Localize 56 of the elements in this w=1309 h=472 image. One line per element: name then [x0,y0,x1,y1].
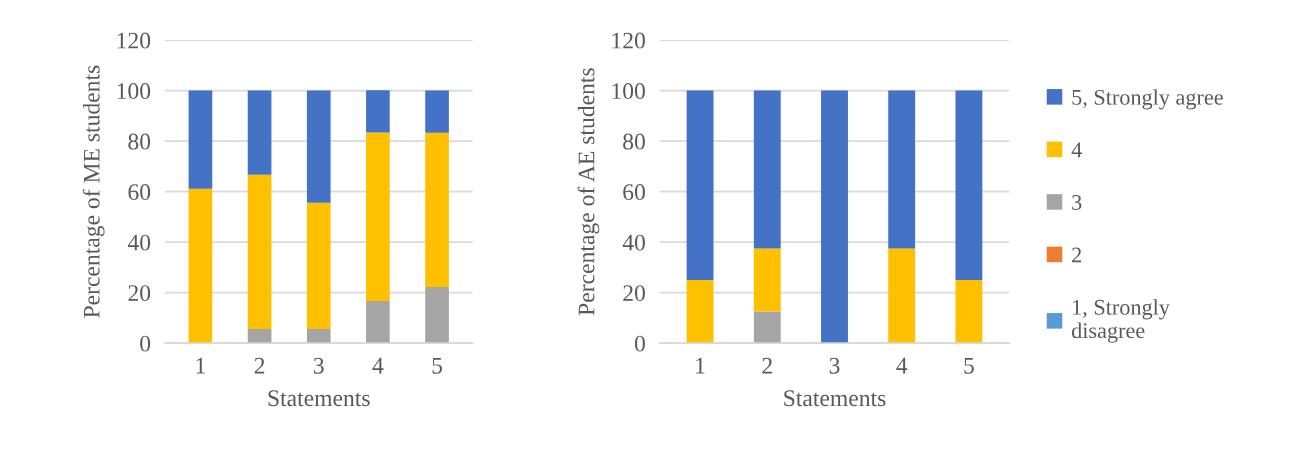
bar [366,132,390,301]
y-tick-label: 60 [623,184,645,201]
legend-label: 5, Strongly agree [1072,89,1223,110]
bar [188,188,213,344]
bar [686,280,714,344]
bar [247,90,272,175]
y-tick-label: 0 [634,335,645,352]
x-tick-label: 2 [762,357,772,374]
bar [425,287,449,344]
legend-label: 4 [1071,142,1082,158]
x-tick-label: 1 [696,357,705,374]
y-tick-label: 120 [612,32,645,49]
y-tick-label: 20 [128,285,151,302]
bar [425,90,449,133]
bar [366,90,390,133]
bar [888,90,916,249]
x-tick-label: 4 [372,357,384,374]
bar [366,300,390,344]
y-tick-label: 20 [623,285,645,302]
bar [188,90,213,189]
y-tick-label: 40 [127,234,151,251]
bar [306,329,331,344]
y-tick-label: 40 [622,234,645,251]
y-tick-label: 60 [128,184,151,201]
y-tick-label: 120 [117,32,151,49]
x-tick-label: 3 [829,357,840,374]
x-tick-label: 4 [896,357,908,374]
bar [821,90,848,344]
bar [753,311,781,344]
y-tick-label: 80 [128,133,151,150]
y-tick-label: 80 [623,133,645,150]
bar [888,248,916,344]
bar [306,202,331,329]
bar [425,132,449,288]
x-tick-label: 3 [313,357,324,374]
legend-label: 2 [1072,247,1082,263]
x-tick-label: 5 [432,357,443,374]
x-tick-label: 2 [254,357,265,374]
x-tick-label: 1 [196,357,205,374]
y-tick-label: 100 [612,83,645,100]
bar [753,248,781,312]
bar [753,90,781,249]
legend-label: 1, Strongly disagree [1071,299,1170,343]
x-axis-title: Statements [784,390,886,407]
y-axis-title: Percentage of ME students [82,65,105,318]
y-tick-label: 100 [117,83,151,100]
x-axis-title: Statements [268,390,370,407]
bar [306,90,331,203]
legend-label: 3 [1072,194,1082,210]
bar [955,90,983,281]
x-tick-label: 5 [964,357,974,374]
bar [686,90,714,281]
bar [247,174,272,329]
bar [955,280,983,344]
y-axis-title: Percentage of AE students [577,68,600,316]
y-tick-label: 0 [140,335,151,352]
